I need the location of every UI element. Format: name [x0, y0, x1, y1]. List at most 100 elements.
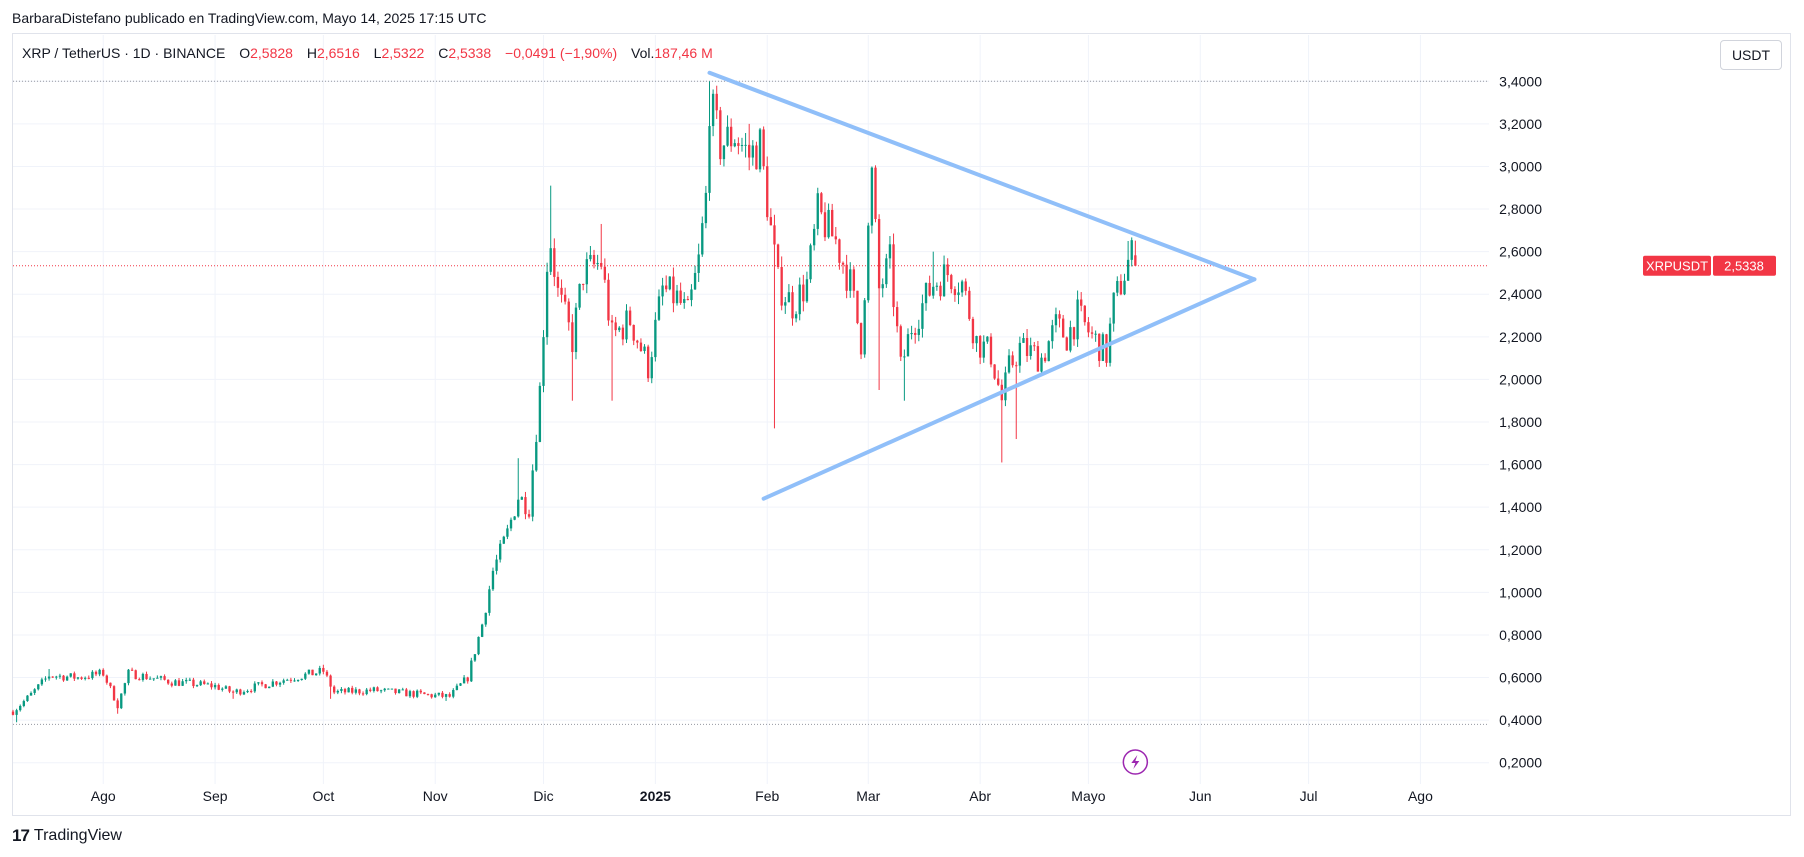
candle-body[interactable]	[40, 679, 44, 685]
candle-body[interactable]	[1087, 322, 1090, 333]
candle-body[interactable]	[751, 145, 754, 158]
candle-body[interactable]	[921, 303, 924, 329]
candle-body[interactable]	[805, 279, 809, 302]
candle-body[interactable]	[899, 326, 902, 357]
candle-body[interactable]	[44, 678, 47, 680]
candle-body[interactable]	[838, 239, 841, 263]
candle-body[interactable]	[109, 682, 112, 687]
candle-body[interactable]	[354, 689, 358, 693]
candle-body[interactable]	[650, 357, 653, 379]
candle-body[interactable]	[834, 236, 837, 240]
candle-body[interactable]	[231, 691, 235, 693]
candle-body[interactable]	[1043, 357, 1047, 362]
candle-body[interactable]	[553, 248, 556, 277]
candle-body[interactable]	[159, 676, 163, 678]
candle-body[interactable]	[618, 327, 621, 331]
candle-body[interactable]	[217, 684, 220, 690]
candle-body[interactable]	[683, 299, 686, 303]
candle-body[interactable]	[578, 283, 581, 308]
candle-body[interactable]	[311, 669, 314, 676]
candle-body[interactable]	[784, 302, 787, 306]
candle-body[interactable]	[928, 282, 931, 296]
candle-body[interactable]	[390, 688, 394, 690]
candle-body[interactable]	[993, 364, 996, 379]
candle-body[interactable]	[286, 679, 289, 681]
candle-body[interactable]	[639, 342, 643, 351]
candle-body[interactable]	[960, 281, 964, 293]
candle-body[interactable]	[827, 209, 830, 238]
candle-body[interactable]	[589, 254, 592, 260]
candle-body[interactable]	[686, 299, 690, 301]
candle-body[interactable]	[76, 677, 80, 679]
candle-body[interactable]	[383, 688, 386, 691]
currency-button[interactable]: USDT	[1720, 40, 1782, 70]
candle-body[interactable]	[329, 675, 332, 687]
candle-body[interactable]	[1018, 342, 1022, 366]
candle-body[interactable]	[910, 332, 913, 335]
candle-body[interactable]	[397, 689, 401, 694]
candle-body[interactable]	[942, 264, 946, 297]
candle-body[interactable]	[582, 283, 585, 285]
candle-body[interactable]	[434, 694, 437, 698]
candle-body[interactable]	[408, 691, 412, 697]
candle-body[interactable]	[715, 93, 718, 111]
candle-body[interactable]	[668, 276, 671, 290]
candle-body[interactable]	[545, 271, 549, 338]
candle-body[interactable]	[452, 689, 455, 697]
candle-body[interactable]	[376, 687, 379, 692]
candle-body[interactable]	[950, 275, 953, 290]
candle-body[interactable]	[953, 289, 957, 296]
candle-body[interactable]	[358, 689, 361, 694]
candle-body[interactable]	[206, 683, 210, 685]
candle-body[interactable]	[758, 129, 762, 170]
candle-body[interactable]	[369, 689, 372, 691]
trendline-upper[interactable]	[707, 70, 1257, 282]
candle-body[interactable]	[831, 209, 834, 237]
candle-body[interactable]	[416, 690, 419, 697]
candle-body[interactable]	[33, 689, 36, 693]
candle-body[interactable]	[665, 285, 668, 290]
candle-body[interactable]	[711, 93, 715, 127]
candle-body[interactable]	[480, 624, 484, 637]
candle-body[interactable]	[15, 710, 18, 715]
candle-body[interactable]	[246, 690, 249, 693]
candle-body[interactable]	[394, 688, 397, 694]
candle-body[interactable]	[177, 680, 181, 686]
candle-body[interactable]	[989, 336, 993, 365]
candle-body[interactable]	[621, 327, 625, 340]
candle-body[interactable]	[726, 126, 729, 146]
candle-body[interactable]	[185, 679, 188, 682]
candle-body[interactable]	[437, 692, 441, 695]
candle-body[interactable]	[885, 258, 888, 285]
candle-body[interactable]	[524, 497, 527, 515]
candle-body[interactable]	[968, 290, 971, 319]
candle-body[interactable]	[769, 217, 773, 226]
candle-body[interactable]	[610, 320, 614, 323]
candle-body[interactable]	[986, 336, 989, 342]
candle-body[interactable]	[1015, 365, 1018, 367]
candle-body[interactable]	[62, 675, 65, 681]
candle-body[interactable]	[387, 688, 390, 690]
candle-body[interactable]	[997, 378, 1000, 385]
candle-body[interactable]	[11, 711, 15, 715]
candle-body[interactable]	[798, 284, 801, 315]
candle-body[interactable]	[863, 300, 866, 355]
candle-body[interactable]	[127, 669, 130, 684]
candle-body[interactable]	[264, 684, 267, 689]
candle-body[interactable]	[733, 143, 736, 147]
trendline-lower[interactable]	[761, 277, 1257, 501]
candle-body[interactable]	[26, 695, 29, 702]
candle-body[interactable]	[794, 314, 798, 319]
candle-body[interactable]	[917, 328, 920, 335]
candle-body[interactable]	[946, 264, 949, 276]
candle-body[interactable]	[462, 677, 466, 684]
candle-body[interactable]	[914, 332, 917, 335]
candle-body[interactable]	[58, 675, 62, 677]
candle-body[interactable]	[628, 310, 632, 325]
candle-body[interactable]	[939, 285, 942, 297]
candle-body[interactable]	[419, 690, 422, 693]
candle-body[interactable]	[646, 346, 650, 379]
candle-body[interactable]	[654, 319, 657, 358]
candle-body[interactable]	[351, 687, 354, 693]
